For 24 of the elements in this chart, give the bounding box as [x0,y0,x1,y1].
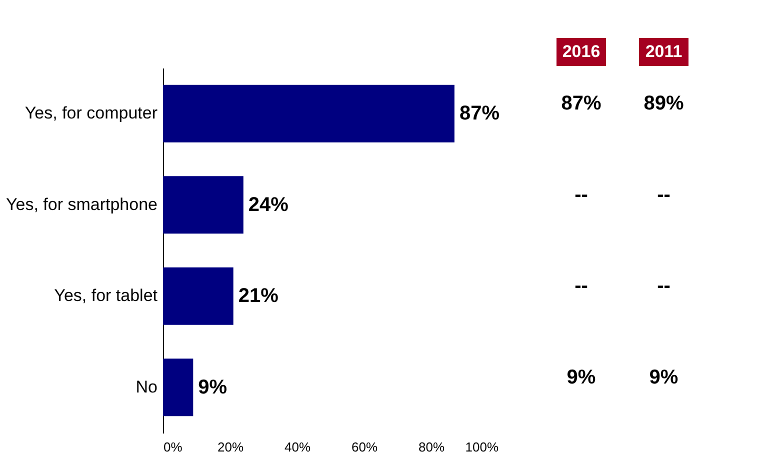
text: 2011 [645,42,682,61]
data-label: 21% [238,285,279,308]
text: 87% [561,92,602,115]
x-tick-label: 80% [418,440,445,454]
x-tick-label: 40% [284,440,311,454]
text: -- [574,275,588,298]
text: 9% [566,366,596,388]
data-label: 9% [198,376,228,398]
text: 9% [649,366,678,388]
text: -- [657,184,670,206]
y-tick-label: Yes, for tablet [54,286,158,306]
y-tick-label: No [136,377,158,396]
data-label: 24% [248,194,289,216]
text: -- [657,275,670,298]
x-tick-label: 0% [164,440,183,454]
text: 2016 [562,42,600,61]
data-label: 87% [459,102,500,125]
x-tick-label: 60% [351,440,378,454]
text: 89% [644,92,684,115]
x-tick-label: 100% [465,440,499,454]
x-tick-label: 20% [217,440,244,454]
text: -- [574,184,588,206]
y-tick-label: Yes, for smartphone [6,194,158,214]
y-tick-label: Yes, for computer [24,104,158,123]
